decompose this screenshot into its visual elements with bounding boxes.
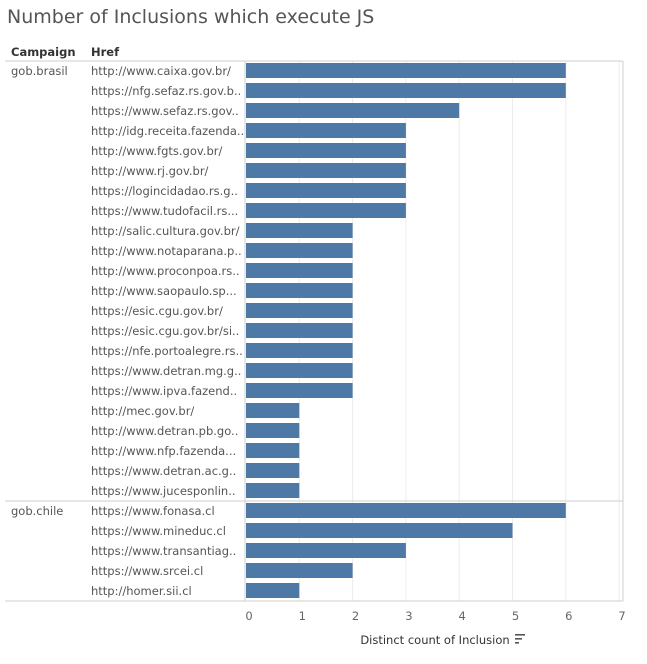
href-label: http://www.fgts.gov.br/ (91, 144, 222, 158)
bar[interactable] (246, 203, 406, 218)
bar[interactable] (246, 223, 353, 238)
bar[interactable] (246, 503, 566, 518)
bar[interactable] (246, 383, 353, 398)
href-label: https://www.tudofacil.rs... (91, 204, 238, 218)
bar[interactable] (246, 303, 353, 318)
href-label: http://www.proconpoa.rs.. (91, 264, 240, 278)
bar[interactable] (246, 283, 353, 298)
href-label: http://www.saopaulo.sp... (91, 284, 237, 298)
href-label: https://www.transantiag.. (91, 544, 236, 558)
href-label: https://www.sefaz.rs.gov.. (91, 104, 239, 118)
href-label: http://mec.gov.br/ (91, 404, 194, 418)
href-label: http://www.nfp.fazenda... (91, 444, 236, 458)
chart-title: Number of Inclusions which execute JS (7, 6, 375, 28)
x-tick-label: 1 (299, 609, 306, 623)
href-label: https://www.mineduc.cl (91, 524, 226, 538)
x-tick-label: 6 (565, 609, 572, 623)
bar[interactable] (246, 263, 353, 278)
bar[interactable] (246, 403, 300, 418)
x-tick-label: 0 (245, 609, 252, 623)
href-label: https://nfe.portoalegre.rs.. (91, 344, 243, 358)
bar[interactable] (246, 243, 353, 258)
sort-icon[interactable] (515, 634, 525, 644)
bar[interactable] (246, 523, 513, 538)
bar[interactable] (246, 163, 406, 178)
bar[interactable] (246, 323, 353, 338)
bar[interactable] (246, 183, 406, 198)
href-label: http://idg.receita.fazenda.. (91, 124, 244, 138)
href-label: https://logincidadao.rs.g.. (91, 184, 238, 198)
href-label: https://www.detran.ac.g.. (91, 464, 236, 478)
href-label: https://www.detran.mg.g.. (91, 364, 241, 378)
campaign-column-header: Campaign (11, 45, 76, 59)
href-label: https://nfg.sefaz.rs.gov.b.. (91, 84, 241, 98)
href-label: http://homer.sii.cl (91, 584, 192, 598)
bar[interactable] (246, 543, 406, 558)
x-tick-label: 2 (352, 609, 359, 623)
bar[interactable] (246, 463, 300, 478)
href-label: https://esic.cgu.gov.br/ (91, 304, 223, 318)
href-label: http://www.rj.gov.br/ (91, 164, 209, 178)
bar[interactable] (246, 83, 566, 98)
href-label: https://esic.cgu.gov.br/si.. (91, 324, 239, 338)
campaign-label: gob.brasil (11, 64, 68, 78)
x-tick-label: 7 (618, 609, 625, 623)
bar[interactable] (246, 363, 353, 378)
x-tick-label: 5 (512, 609, 519, 623)
bar[interactable] (246, 103, 460, 118)
bar[interactable] (246, 583, 300, 598)
campaign-label: gob.chile (11, 504, 63, 518)
bar[interactable] (246, 423, 300, 438)
x-axis: 0 1 2 3 4 5 6 7 (245, 609, 625, 623)
bar[interactable] (246, 483, 300, 498)
href-label: https://www.jucesponlin.. (91, 484, 236, 498)
bar[interactable] (246, 563, 353, 578)
href-label: https://www.srcei.cl (91, 564, 203, 578)
href-label: http://www.detran.pb.go.. (91, 424, 238, 438)
bar[interactable] (246, 63, 566, 78)
x-tick-label: 3 (405, 609, 412, 623)
href-column-header: Href (91, 45, 120, 59)
bar[interactable] (246, 443, 300, 458)
bar[interactable] (246, 143, 406, 158)
x-axis-label: Distinct count of Inclusion (360, 633, 509, 647)
href-label: https://www.ipva.fazend.. (91, 384, 237, 398)
bar[interactable] (246, 343, 353, 358)
href-label: http://salic.cultura.gov.br/ (91, 224, 240, 238)
href-label: https://www.fonasa.cl (91, 504, 215, 518)
chart-rows: gob.brasil http://www.caixa.gov.br/https:… (11, 63, 566, 598)
href-label: http://www.notaparana.p.. (91, 244, 242, 258)
bar[interactable] (246, 123, 406, 138)
x-tick-label: 4 (459, 609, 466, 623)
href-label: http://www.caixa.gov.br/ (91, 64, 231, 78)
